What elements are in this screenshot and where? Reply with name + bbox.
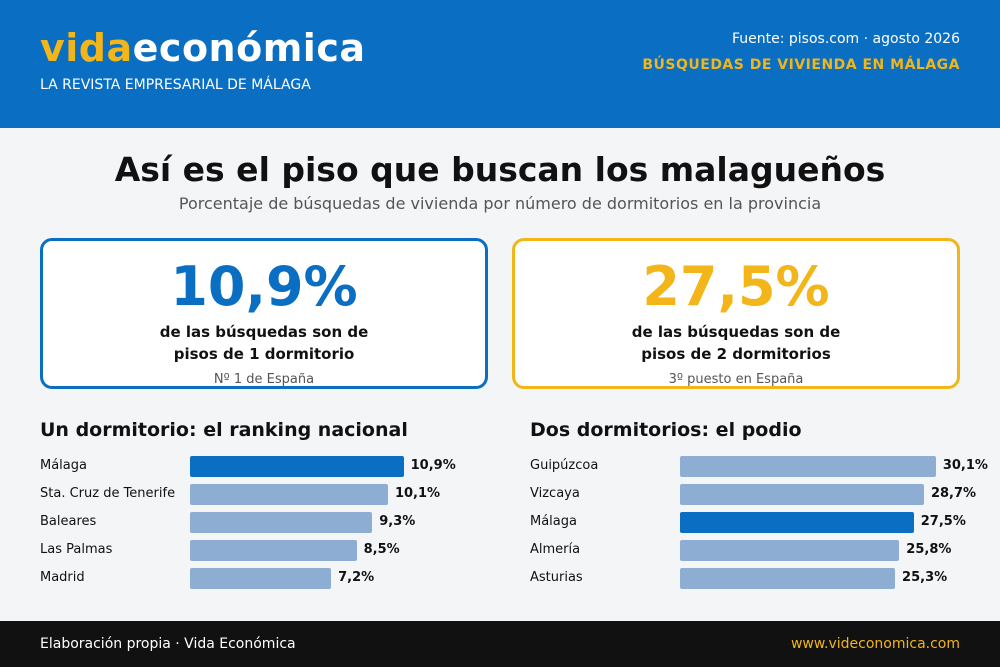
- page-subtitle: Porcentaje de búsquedas de vivienda por …: [178, 194, 822, 213]
- value-label: 27,5%: [920, 514, 966, 529]
- bar-row: Málaga 10,9%: [40, 452, 480, 480]
- category-label: Baleares: [40, 514, 97, 529]
- chart-title-two-bedroom: Dos dormitorios: el podio: [530, 419, 802, 441]
- brand-logo[interactable]: vidaeconómica: [40, 24, 366, 72]
- category-label: Málaga: [530, 514, 577, 529]
- value-label: 28,7%: [930, 486, 977, 501]
- bar-row: Almería 25,8%: [530, 536, 970, 564]
- stat-note: Nº 1 de España: [213, 372, 315, 387]
- value-label: 10,9%: [410, 458, 456, 473]
- bar: [680, 568, 896, 589]
- bar: [680, 512, 914, 533]
- bar: [190, 456, 404, 477]
- stat-value: 27,5%: [642, 255, 830, 318]
- category-label: Guipúzcoa: [530, 458, 599, 473]
- tagline: LA REVISTA EMPRESARIAL DE MÁLAGA: [40, 77, 311, 93]
- value-label: 25,3%: [902, 570, 948, 585]
- category-label: Asturias: [530, 570, 583, 585]
- stat-description-line2: pisos de 1 dormitorio: [173, 345, 355, 363]
- stat-description-line2: pisos de 2 dormitorios: [641, 345, 831, 363]
- brand-part-economica: económica: [132, 26, 366, 70]
- bar-row: Baleares 9,3%: [40, 508, 480, 536]
- bar: [190, 512, 373, 533]
- stat-description-line1: de las búsquedas son de: [159, 323, 369, 341]
- footer-site-link[interactable]: www.videconomica.com: [790, 636, 960, 652]
- value-label: 30,1%: [942, 458, 988, 473]
- footer: Elaboración propia · Vida Económica www.…: [0, 621, 1000, 667]
- bar-chart-one-bedroom: Málaga 10,9% Sta. Cruz de Tenerife 10,1% Bal…: [40, 452, 480, 592]
- bar: [190, 484, 388, 505]
- bar: [680, 456, 936, 477]
- bar-row: Las Palmas 8,5%: [40, 536, 480, 564]
- stat-note: 3º puesto en España: [668, 372, 804, 387]
- chart-title-one-bedroom: Un dormitorio: el ranking nacional: [40, 419, 408, 441]
- stat-card-two-bedroom: 27,5% de las búsquedas son de pisos de 2…: [512, 238, 960, 389]
- value-label: 7,2%: [338, 570, 375, 585]
- category-label: Vizcaya: [530, 486, 580, 501]
- bar-row: Guipúzcoa 30,1%: [530, 452, 988, 480]
- category-label: Las Palmas: [40, 542, 113, 557]
- header: vidaeconómica LA REVISTA EMPRESARIAL DE …: [0, 0, 1000, 128]
- bar-chart-two-bedroom: Guipúzcoa 30,1% Vizcaya 28,7% Málaga 27,5% Alm…: [530, 452, 988, 592]
- category-label: Almería: [530, 542, 581, 557]
- source-note: Fuente: pisos.com · agosto 2026: [731, 31, 960, 47]
- bar: [190, 568, 332, 589]
- bar: [680, 540, 900, 561]
- bar-row: Madrid 7,2%: [40, 564, 480, 592]
- brand-part-vida: vida: [40, 26, 133, 70]
- value-label: 10,1%: [394, 486, 441, 501]
- footer-credit: Elaboración propia · Vida Económica: [40, 636, 296, 652]
- bar-row: Asturias 25,3%: [530, 564, 970, 592]
- value-label: 25,8%: [906, 542, 952, 557]
- stat-description-line1: de las búsquedas son de: [631, 323, 841, 341]
- bar-row: Vizcaya 28,7%: [530, 480, 976, 508]
- value-label: 8,5%: [363, 542, 400, 557]
- category-label: Sta. Cruz de Tenerife: [40, 486, 176, 501]
- category-label: Málaga: [40, 458, 87, 473]
- bar: [190, 540, 357, 561]
- page-title: Así es el piso que buscan los malagueños: [114, 150, 886, 189]
- stat-value: 10,9%: [170, 255, 358, 318]
- bar: [680, 484, 924, 505]
- section-tag: BÚSQUEDAS DE VIVIENDA EN MÁLAGA: [642, 57, 960, 73]
- bar-row: Málaga 27,5%: [530, 508, 970, 536]
- stat-card-one-bedroom: 10,9% de las búsquedas son de pisos de 1…: [40, 238, 488, 389]
- value-label: 9,3%: [379, 514, 416, 529]
- bar-row: Sta. Cruz de Tenerife 10,1%: [40, 480, 480, 508]
- category-label: Madrid: [40, 570, 85, 585]
